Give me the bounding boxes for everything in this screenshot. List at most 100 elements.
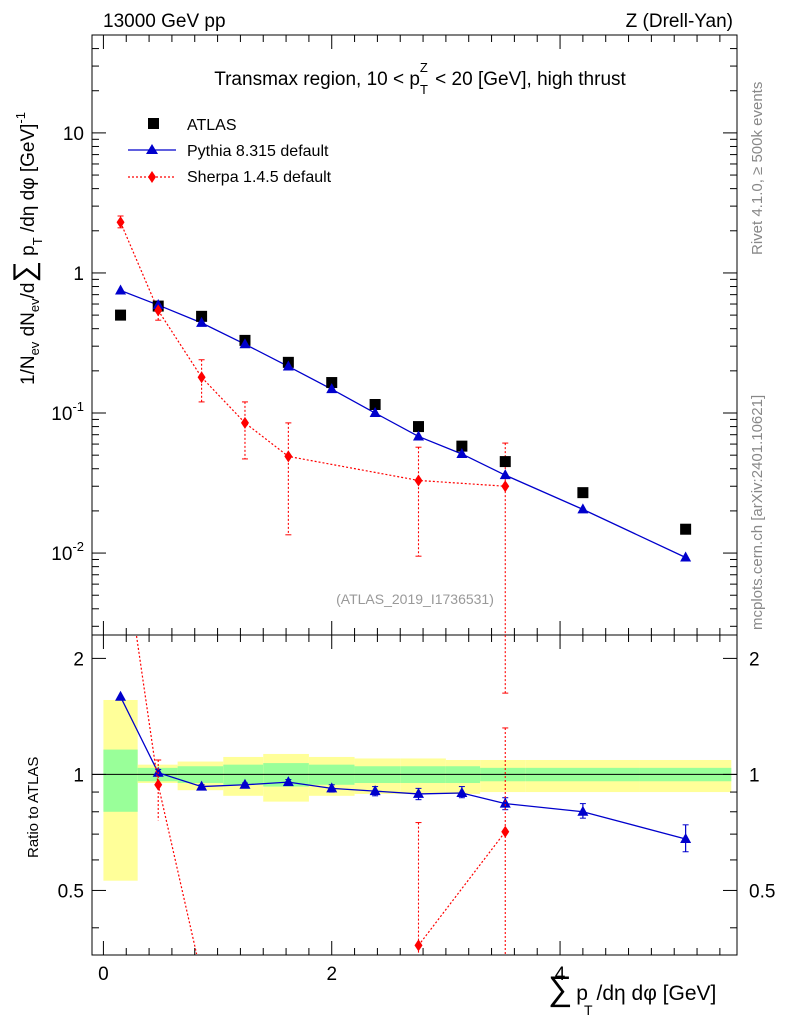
xlab-p: p: [576, 982, 588, 1005]
header-left: 13000 GeV pp: [103, 11, 226, 32]
y-axis-label-text: 1/Nev dNev/d∑ pT /dη dφ [GeV]-1: [8, 112, 45, 385]
ratio-y-tick-label-left: 0.5: [58, 881, 84, 902]
y-tick-label: 10-2: [51, 539, 84, 565]
header-right: Z (Drell-Yan): [626, 11, 733, 32]
atlas-point: [369, 399, 381, 411]
pythia-point: [577, 503, 589, 514]
mcplots-label: mcplots.cern.ch [arXiv:2401.10621]: [749, 395, 766, 630]
xlab-t: T: [584, 1002, 593, 1018]
x-axis-label: ∑ p T/dη dφ [GeV]: [548, 970, 716, 1018]
x-tick-label: 2: [326, 964, 337, 985]
ratio-sherpa-point: [414, 939, 423, 952]
pythia-line: [120, 289, 686, 559]
y-axis-label: 1/Nev dNev/d∑ pT /dη dφ [GeV]-1: [8, 112, 45, 385]
legend-atlas-label: ATLAS: [187, 117, 237, 134]
ratio-sherpa-line: [418, 831, 506, 946]
y-tick-label-base: 10: [51, 404, 72, 425]
pythia-point: [326, 383, 338, 394]
pythia-point: [456, 447, 468, 458]
ylab-exp: -1: [13, 112, 28, 124]
atlas-point: [577, 487, 589, 499]
ylab-ev1: ev: [27, 341, 42, 355]
x-tick-label: 0: [98, 964, 109, 985]
x-tick-label: 4: [555, 964, 566, 985]
pythia-point: [499, 469, 511, 480]
ratio-pythia-point: [196, 780, 208, 791]
y-tick-label-base: 10: [51, 544, 72, 565]
pythia-point: [115, 284, 127, 295]
ratio-y-tick-label-right: 2: [749, 649, 760, 670]
ratio-y-tick-label-right: 0.5: [749, 881, 775, 902]
sherpa-point: [197, 371, 206, 384]
ylab-sum: ∑: [8, 261, 41, 282]
ylab-t: T: [30, 237, 45, 245]
pythia-point: [412, 430, 424, 441]
ylab-2: dN: [18, 312, 39, 342]
sherpa-point: [501, 480, 510, 493]
ratio-pythia-point: [115, 690, 127, 701]
legend-sherpa-marker: [148, 171, 156, 183]
sherpa-point: [240, 416, 249, 429]
ratio-band-green: [103, 749, 138, 812]
ratio-sherpa-point: [501, 825, 510, 838]
ratio-sherpa-point: [154, 778, 163, 791]
ratio-pythia-point: [369, 785, 381, 796]
ratio-pythia-point: [412, 787, 424, 798]
chart-title: Transmax region, 10 < pTZ < 20 [GeV], hi…: [214, 60, 626, 97]
legend-atlas-marker: [148, 118, 159, 129]
atlas-point: [196, 310, 208, 322]
sherpa-point: [154, 304, 163, 317]
pythia-point: [680, 551, 692, 562]
legend-sherpa-label: Sherpa 1.4.5 default: [187, 169, 332, 186]
pythia-point: [282, 360, 294, 371]
ylab-3: /d: [18, 283, 39, 299]
y-tick-label: 1: [73, 264, 84, 285]
marks: [115, 215, 692, 955]
title-part-a: Transmax region, 10 < p: [214, 69, 420, 90]
xlab-rest: /dη dφ [GeV]: [597, 982, 717, 1005]
ratio-pythia-point: [326, 782, 338, 793]
ratio-panel: [91, 634, 738, 956]
ratio-y-tick-label-right: 1: [749, 765, 760, 786]
ratio-pythia-point: [456, 786, 468, 797]
atlas-point: [499, 456, 511, 468]
legend-pythia-marker: [146, 144, 158, 154]
ylab-5: /dη dφ [GeV]: [18, 124, 39, 238]
ratio-y-tick-label-left: 2: [73, 649, 84, 670]
pythia-point: [196, 316, 208, 327]
atlas-point: [680, 523, 692, 535]
atlas-point: [326, 377, 338, 389]
title-sup-z: Z: [420, 60, 428, 75]
atlas-point: [115, 309, 127, 321]
legend-pythia-label: Pythia 8.315 default: [187, 143, 329, 160]
ratio-pythia-point: [282, 776, 294, 787]
pythia-point: [369, 407, 381, 418]
atlas-point: [412, 421, 424, 433]
pythia-point: [239, 338, 251, 349]
ratio-pythia-point: [577, 805, 589, 816]
ratio-sherpa-line: [157, 784, 198, 955]
ylab-ev2: ev: [27, 298, 42, 312]
pythia-point: [152, 299, 164, 310]
sherpa-point: [284, 450, 293, 463]
ratio-pythia-point: [239, 778, 251, 789]
analysis-tag: (ATLAS_2019_I1736531): [336, 591, 494, 607]
ratio-frame: [91, 634, 738, 956]
y-tick-label: 10: [63, 124, 84, 145]
ratio-pythia-point: [680, 832, 692, 843]
ratio-y-label: Ratio to ATLAS: [25, 757, 42, 858]
y-tick-label: 10-1: [51, 399, 84, 425]
ratio-pythia-point: [152, 766, 164, 777]
y-tick-label-exp: -2: [72, 539, 84, 554]
xlab-sum: ∑: [548, 970, 572, 1008]
ratio-pythia-line: [119, 696, 686, 840]
ratio-y-tick-label-left: 1: [73, 765, 84, 786]
ylab-4: p: [18, 245, 39, 261]
sherpa-point: [414, 474, 423, 487]
sherpa-point: [116, 216, 125, 229]
title-sub-t: T: [420, 82, 428, 97]
ratio-sherpa-line: [135, 635, 159, 785]
atlas-point: [456, 440, 468, 452]
